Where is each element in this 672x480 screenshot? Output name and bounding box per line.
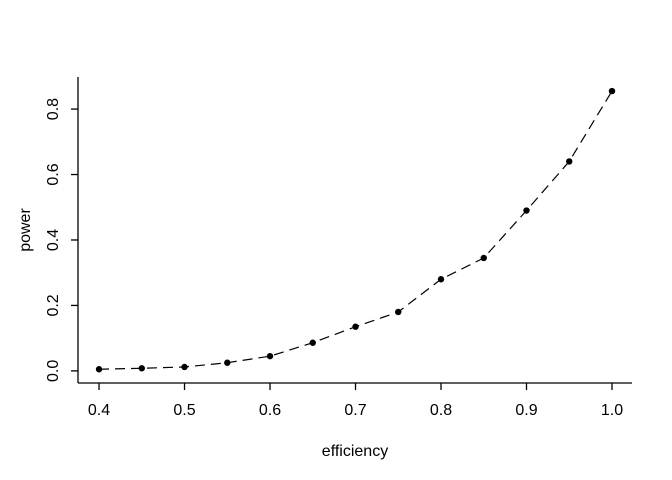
data-point — [95, 366, 103, 373]
x-tick-label: 0.7 — [344, 402, 366, 419]
x-tick-label: 0.6 — [259, 402, 281, 419]
data-point — [395, 308, 402, 316]
x-tick-label: 0.5 — [173, 402, 195, 419]
data-point — [181, 363, 188, 371]
y-tick-label: 0.6 — [45, 163, 62, 185]
x-axis-label: efficiency — [322, 443, 388, 460]
data-point — [608, 87, 616, 95]
x-tick-label: 0.4 — [88, 402, 110, 419]
data-point — [437, 276, 445, 283]
data-point — [224, 359, 231, 366]
data-point — [266, 352, 274, 360]
y-tick-label: 0.8 — [45, 98, 62, 120]
y-tick-label: 0.2 — [45, 294, 62, 316]
data-point — [566, 158, 573, 165]
data-point — [480, 254, 487, 262]
data-point — [309, 339, 316, 346]
x-tick-label: 0.8 — [430, 402, 452, 419]
y-tick-label: 0.0 — [45, 360, 62, 382]
y-tick-label: 0.4 — [45, 229, 62, 251]
x-tick-label: 0.9 — [515, 402, 537, 419]
x-tick-label: 1.0 — [601, 402, 623, 419]
data-point — [523, 207, 530, 214]
data-point — [138, 365, 145, 372]
data-point — [352, 323, 359, 330]
y-axis-label: power — [17, 208, 34, 252]
